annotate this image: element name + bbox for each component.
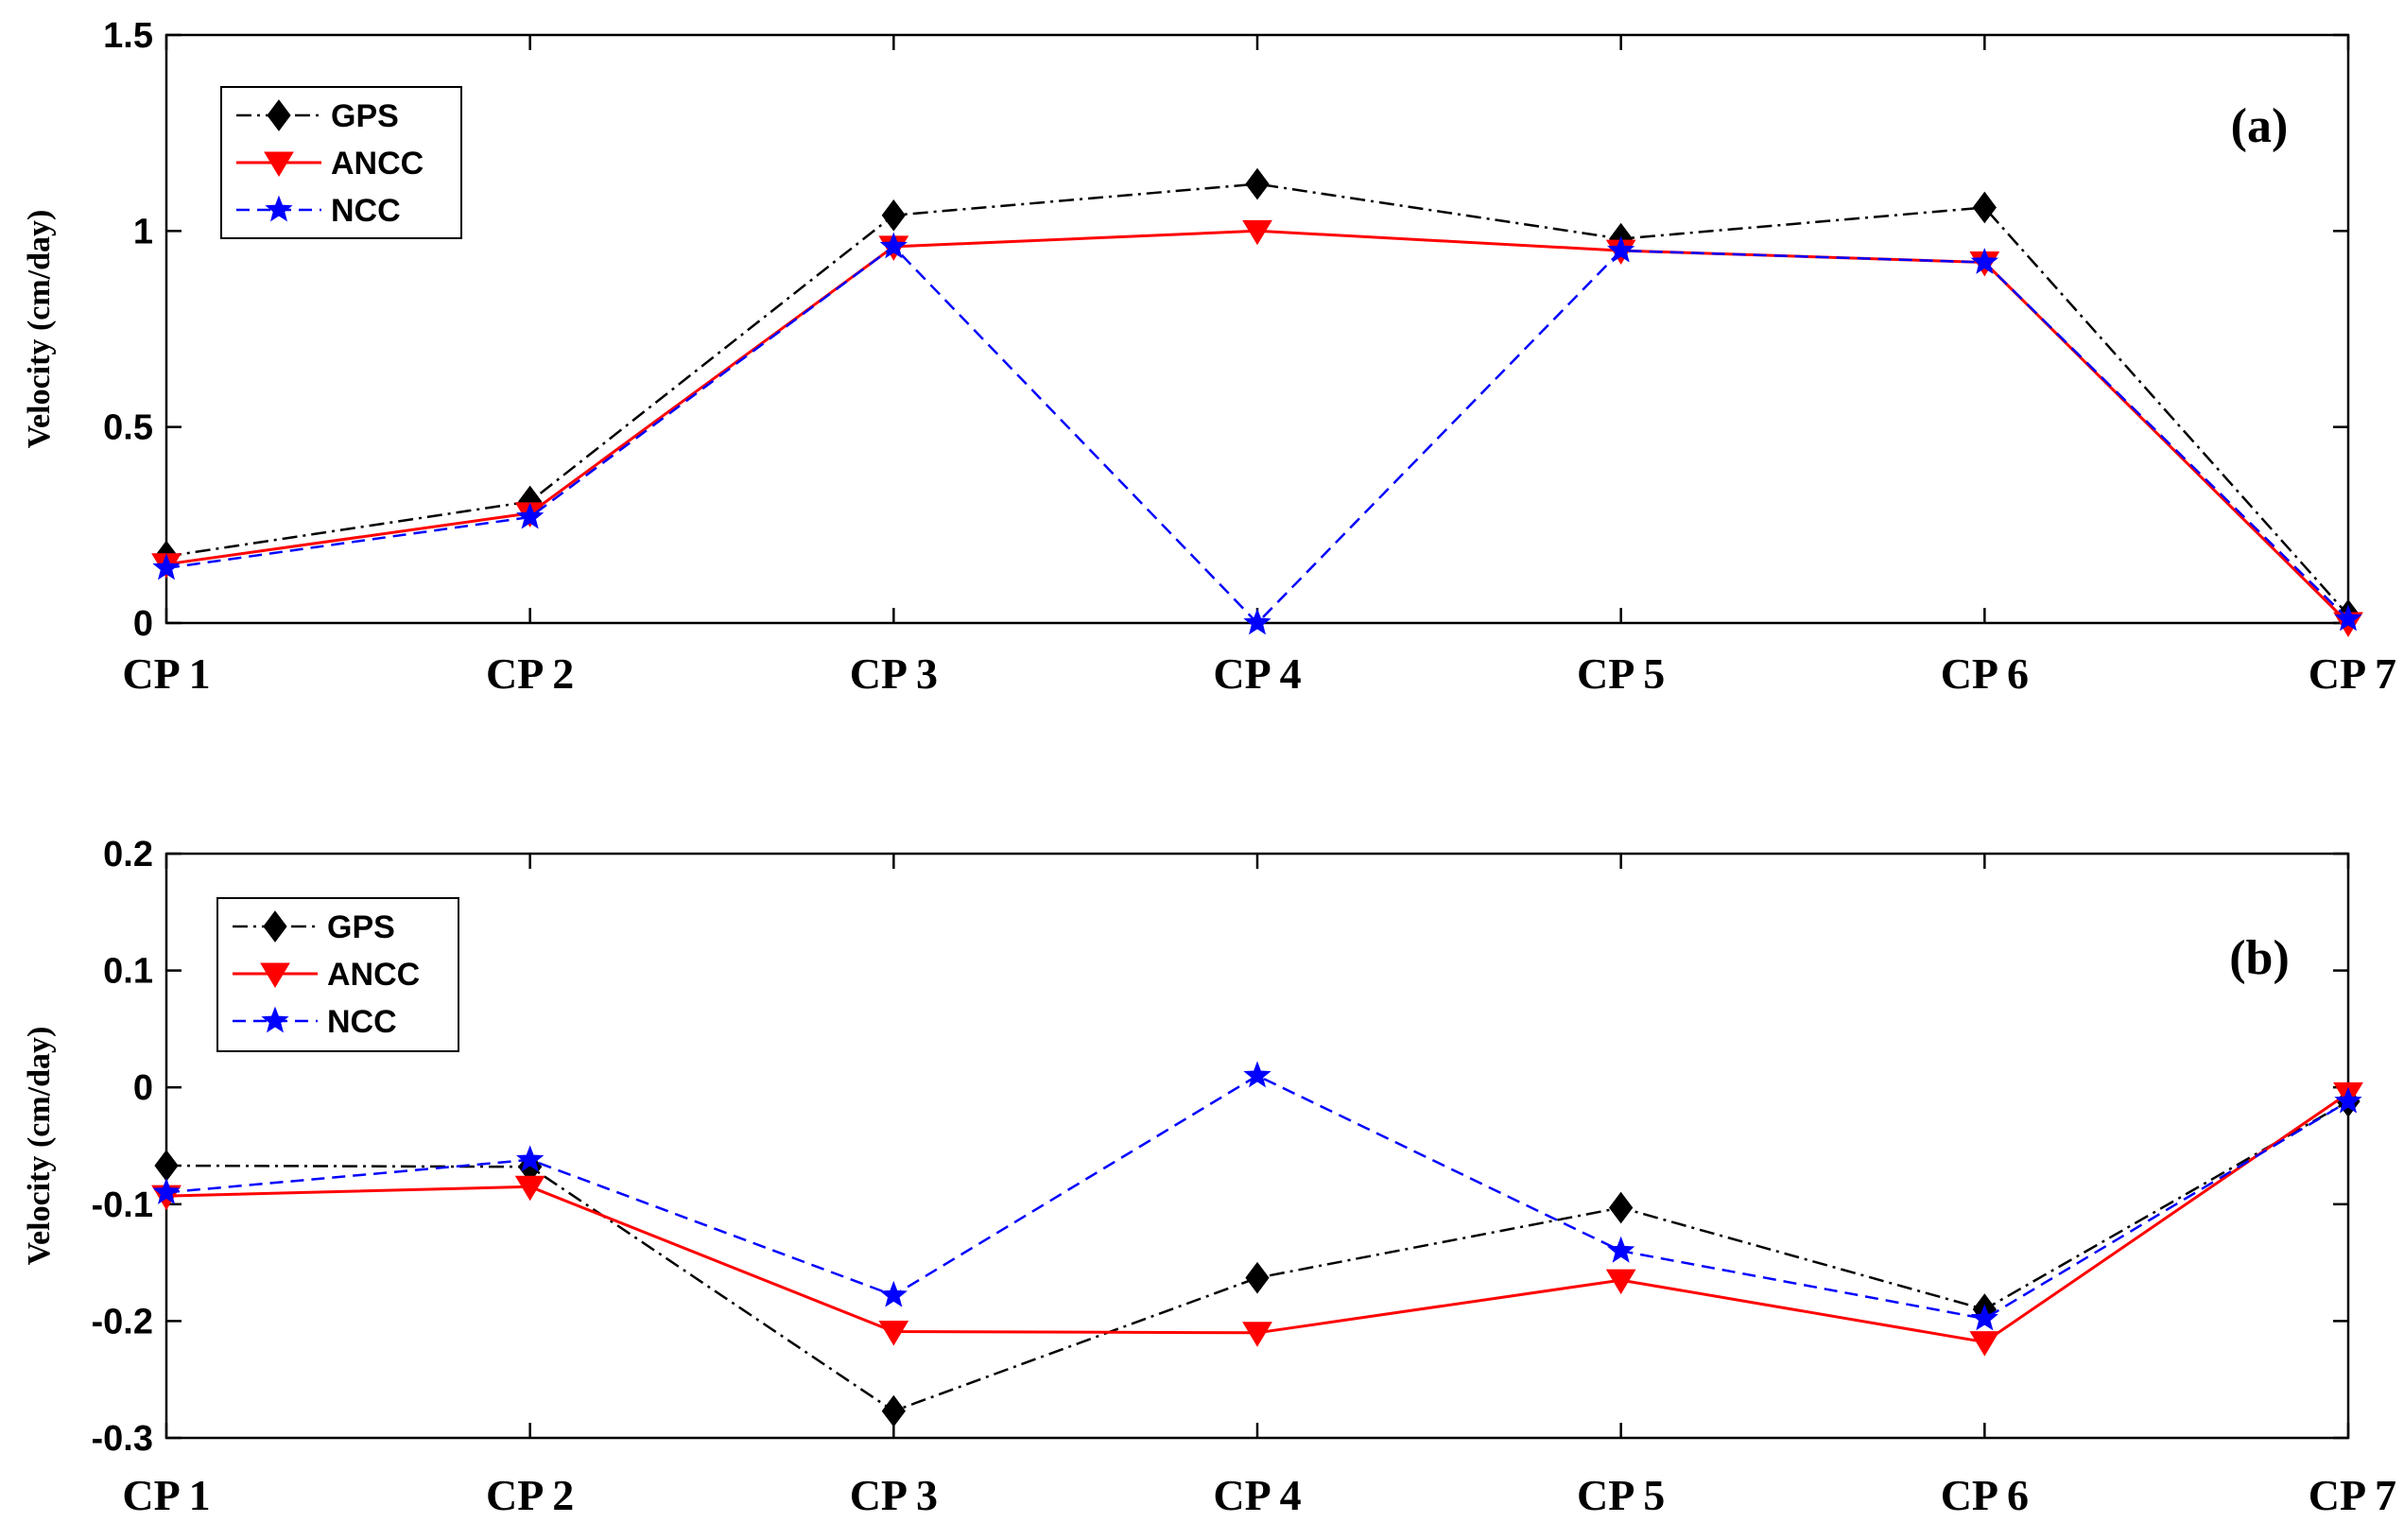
- y-tick-label: 0.5: [103, 408, 153, 448]
- data-point-gps: [1245, 1261, 1270, 1294]
- data-point-ncc: [152, 1177, 181, 1204]
- data-point-ncc: [879, 232, 908, 259]
- legend-marker-gps: [267, 99, 291, 131]
- series-line-gps: [165, 182, 2349, 616]
- data-point-ncc: [516, 502, 545, 529]
- series-ncc: [152, 1061, 2362, 1331]
- panel-label: (a): [2231, 99, 2289, 153]
- data-point-ancc: [514, 1175, 545, 1202]
- legend-label-ncc: NCC: [331, 193, 401, 229]
- x-tick-label: CP 1: [122, 1471, 210, 1519]
- legend-marker-ncc: [261, 1006, 289, 1033]
- y-tick-label: -0.1: [92, 1185, 153, 1225]
- y-axis-title: Velocity (cm/day): [22, 210, 57, 449]
- x-tick-label: CP 4: [1213, 649, 1301, 698]
- legend-marker-ncc: [265, 195, 293, 222]
- y-tick-label: 0.1: [103, 952, 153, 992]
- data-point-ancc: [1605, 1269, 1636, 1295]
- data-point-ncc: [1607, 1236, 1635, 1263]
- data-point-gps: [881, 199, 906, 232]
- x-tick-label: CP 2: [486, 649, 574, 698]
- series-line-ancc: [165, 229, 2350, 625]
- data-point-gps: [1972, 191, 1997, 224]
- x-tick-label: CP 3: [850, 649, 938, 698]
- y-tick-label: 0: [133, 604, 153, 644]
- data-point-ncc: [2334, 1086, 2362, 1114]
- y-tick-label: 1: [133, 212, 153, 251]
- data-point-ancc: [1242, 1322, 1272, 1347]
- series-line-ncc: [165, 245, 2349, 625]
- x-tick-label: CP 7: [2309, 649, 2396, 698]
- plot-area-frame: [164, 33, 2350, 625]
- chart-panel-a: 0 0.5 1 1.5 CP 1 CP 2 CP 3 CP 4 CP 5 CP 6 CP 7 Velo…: [22, 16, 2396, 698]
- legend: GPS ANCC NCC: [216, 897, 459, 1052]
- series-ncc: [152, 232, 2362, 635]
- series-ancc: [151, 1081, 2363, 1357]
- y-tick-label: -0.2: [92, 1302, 153, 1341]
- data-point-ancc: [878, 1321, 909, 1346]
- panel-label: (b): [2229, 931, 2290, 985]
- data-point-gps: [1609, 1191, 1634, 1224]
- data-point-gps: [1245, 167, 1270, 200]
- x-tick-label: CP 5: [1577, 1471, 1665, 1519]
- x-tick-label: CP 2: [486, 1471, 574, 1519]
- data-point-ncc: [1607, 235, 1635, 263]
- y-tick-label: 1.5: [103, 16, 153, 56]
- x-tick-label: CP 4: [1213, 1471, 1301, 1519]
- series-line-ancc: [165, 1092, 2349, 1344]
- legend-marker-gps: [263, 910, 287, 943]
- series-line-gps: [165, 1099, 2349, 1412]
- legend-label-ancc: ANCC: [331, 146, 424, 182]
- data-point-gps: [881, 1394, 906, 1428]
- chart-panel-b: -0.3 -0.2 -0.1 0 0.1 0.2 CP 1 CP 2 CP 3 CP 4 CP 5 C…: [22, 835, 2396, 1519]
- legend-label-ncc: NCC: [327, 1004, 397, 1040]
- y-tick-label: -0.3: [92, 1419, 153, 1459]
- data-point-gps: [154, 1150, 179, 1182]
- data-point-ncc: [2334, 604, 2362, 632]
- legend-label-ancc: ANCC: [327, 957, 420, 993]
- data-point-ncc: [1970, 248, 1998, 274]
- data-point-ancc: [1242, 219, 1272, 246]
- data-point-ncc: [1243, 1061, 1271, 1088]
- x-tick-label: CP 1: [122, 649, 210, 698]
- legend: GPS ANCC NCC: [220, 86, 462, 239]
- series-ancc: [151, 219, 2363, 637]
- legend-marker-ancc: [260, 962, 290, 988]
- x-tick-label: CP 7: [2309, 1471, 2396, 1519]
- legend-marker-ancc: [264, 151, 294, 177]
- x-tick-label: CP 6: [1941, 649, 2029, 698]
- data-point-ncc: [152, 553, 181, 580]
- data-point-ncc: [516, 1145, 545, 1172]
- y-axis-title: Velocity (cm/day): [22, 1027, 57, 1266]
- y-tick-label: 0.2: [103, 835, 153, 874]
- legend-label-gps: GPS: [327, 909, 395, 945]
- data-point-ncc: [879, 1280, 908, 1307]
- series-gps: [154, 1085, 2361, 1428]
- x-tick-label: CP 3: [850, 1471, 938, 1519]
- x-tick-label: CP 6: [1941, 1471, 2029, 1519]
- data-point-ncc: [1970, 1304, 1998, 1331]
- x-tick-label: CP 5: [1577, 649, 1665, 698]
- legend-label-gps: GPS: [331, 98, 399, 134]
- data-point-ncc: [1243, 608, 1271, 635]
- y-tick-label: 0: [133, 1068, 153, 1108]
- plot-area-frame: [164, 852, 2350, 1440]
- data-point-ancc: [1969, 1331, 2000, 1357]
